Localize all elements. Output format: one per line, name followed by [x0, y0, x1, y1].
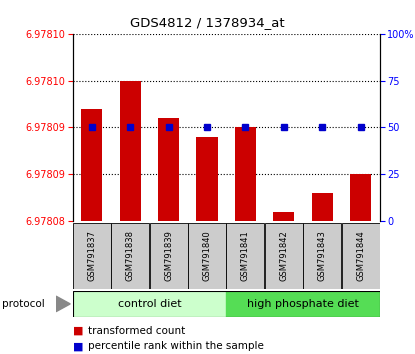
Bar — [342, 223, 380, 289]
Text: percentile rank within the sample: percentile rank within the sample — [88, 341, 264, 351]
Text: transformed count: transformed count — [88, 326, 186, 336]
Text: ■: ■ — [73, 326, 83, 336]
Bar — [158, 118, 179, 221]
Text: GSM791843: GSM791843 — [317, 230, 327, 281]
Bar — [226, 291, 380, 317]
Text: protocol: protocol — [2, 299, 45, 309]
Bar — [265, 223, 303, 289]
Bar — [350, 175, 371, 221]
Bar — [111, 223, 149, 289]
Text: GSM791839: GSM791839 — [164, 230, 173, 281]
Bar — [273, 212, 294, 221]
Text: control diet: control diet — [117, 299, 181, 309]
Bar — [73, 223, 111, 289]
Bar — [235, 127, 256, 221]
Text: GDS4812 / 1378934_at: GDS4812 / 1378934_at — [130, 16, 285, 29]
Text: GSM791838: GSM791838 — [126, 230, 135, 281]
Bar — [303, 223, 341, 289]
Bar — [81, 109, 103, 221]
Bar — [73, 291, 226, 317]
Text: GSM791841: GSM791841 — [241, 230, 250, 281]
Bar — [226, 223, 264, 289]
Text: high phosphate diet: high phosphate diet — [247, 299, 359, 309]
Bar — [149, 223, 188, 289]
Text: GSM791837: GSM791837 — [87, 230, 96, 281]
Text: GSM791840: GSM791840 — [203, 230, 212, 281]
Bar — [188, 223, 226, 289]
Bar — [196, 137, 217, 221]
Text: GSM791844: GSM791844 — [356, 230, 365, 281]
Bar — [312, 193, 333, 221]
Text: GSM791842: GSM791842 — [279, 230, 288, 281]
Bar — [120, 81, 141, 221]
Polygon shape — [56, 296, 70, 312]
Text: ■: ■ — [73, 341, 83, 351]
